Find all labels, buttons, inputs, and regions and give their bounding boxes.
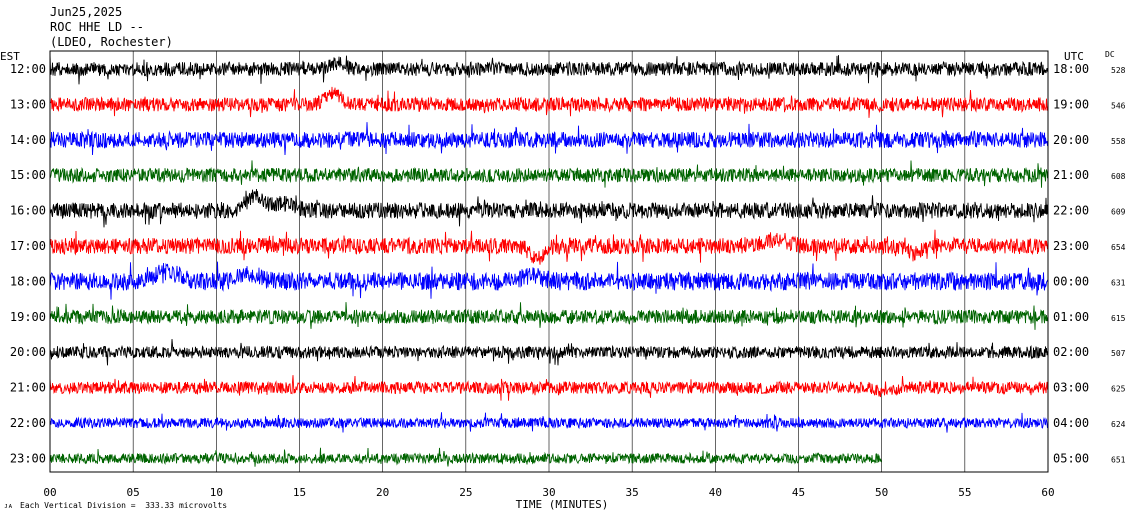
station-label: ROC HHE LD -- <box>50 20 144 34</box>
utc-hour-label-11: 05:00 <box>1053 451 1089 465</box>
dc-value-7: 615 <box>1111 314 1126 323</box>
x-tick-label-40: 40 <box>709 486 722 499</box>
time-grid <box>49 51 1049 472</box>
x-axis-title: TIME (MINUTES) <box>516 498 609 511</box>
trace-1600 <box>49 188 1049 228</box>
x-tick-label-05: 05 <box>127 486 140 499</box>
est-hour-label-5: 17:00 <box>10 239 46 253</box>
trace-1500 <box>49 160 1049 188</box>
dc-column-label: DC <box>1105 50 1115 59</box>
est-hour-label-2: 14:00 <box>10 133 46 147</box>
utc-hour-label-10: 04:00 <box>1053 416 1089 430</box>
est-hour-label-9: 21:00 <box>10 381 46 395</box>
plot-frame <box>49 50 1049 473</box>
utc-hour-label-9: 03:00 <box>1053 381 1089 395</box>
trace-1900 <box>49 302 1048 330</box>
trace-group <box>49 54 1049 467</box>
est-hour-label-1: 13:00 <box>10 97 46 111</box>
x-tick-label-15: 15 <box>293 486 306 499</box>
x-tick-label-55: 55 <box>958 486 971 499</box>
dc-value-2: 558 <box>1111 137 1126 146</box>
trace-2000 <box>49 339 1049 366</box>
utc-hour-label-6: 00:00 <box>1053 274 1089 288</box>
utc-hour-label-4: 22:00 <box>1053 204 1089 218</box>
dc-value-1: 546 <box>1111 101 1126 110</box>
trace-1400 <box>49 122 1049 156</box>
x-tick-label-10: 10 <box>210 486 223 499</box>
network-label: (LDEO, Rochester) <box>50 35 173 49</box>
dc-value-4: 609 <box>1111 208 1126 217</box>
dc-value-8: 507 <box>1111 349 1126 358</box>
x-tick-label-45: 45 <box>792 486 805 499</box>
footnote-icon: ᴊᴀ <box>4 502 12 510</box>
trace-2100 <box>49 375 1049 401</box>
utc-hour-label-5: 23:00 <box>1053 239 1089 253</box>
utc-hour-label-8: 02:00 <box>1053 345 1089 359</box>
utc-hour-label-2: 20:00 <box>1053 133 1089 147</box>
trace-1800 <box>49 261 1049 300</box>
utc-hour-label-1: 19:00 <box>1053 97 1089 111</box>
x-tick-label-30: 30 <box>542 486 555 499</box>
dc-value-5: 654 <box>1111 243 1126 252</box>
trace-1300 <box>49 86 1049 118</box>
utc-hour-label-0: 18:00 <box>1053 62 1089 76</box>
est-hour-label-8: 20:00 <box>10 345 46 359</box>
est-hour-label-7: 19:00 <box>10 310 46 324</box>
scale-footnote: Each Vertical Division = 333.33 microvol… <box>20 501 227 510</box>
est-axis-label: EST <box>0 50 20 63</box>
x-tick-label-50: 50 <box>875 486 888 499</box>
utc-hour-label-3: 21:00 <box>1053 168 1089 182</box>
date-label: Jun25,2025 <box>50 5 122 19</box>
trace-1200 <box>49 54 1049 85</box>
dc-value-0: 528 <box>1111 66 1126 75</box>
dc-value-9: 625 <box>1111 385 1126 394</box>
utc-axis-label: UTC <box>1064 50 1084 63</box>
dc-value-6: 631 <box>1111 278 1126 287</box>
x-tick-label-00: 00 <box>43 486 56 499</box>
est-hour-label-0: 12:00 <box>10 62 46 76</box>
axis-labels: 00 05 10 15 20 25 30 35 40 45 50 55 60 12:00 18:00 528 1… <box>10 62 1126 499</box>
trace-1700 <box>49 229 1049 265</box>
est-hour-label-3: 15:00 <box>10 168 46 182</box>
est-hour-label-11: 23:00 <box>10 451 46 465</box>
x-tick-label-20: 20 <box>376 486 389 499</box>
utc-hour-label-7: 01:00 <box>1053 310 1089 324</box>
dc-value-11: 651 <box>1111 455 1126 464</box>
x-tick-label-35: 35 <box>626 486 639 499</box>
x-tick-label-25: 25 <box>459 486 472 499</box>
dc-value-3: 608 <box>1111 172 1126 181</box>
dc-value-10: 624 <box>1111 420 1126 429</box>
trace-2200 <box>49 412 1049 433</box>
trace-2300 <box>49 447 882 467</box>
est-hour-label-4: 16:00 <box>10 204 46 218</box>
est-hour-label-10: 22:00 <box>10 416 46 430</box>
est-hour-label-6: 18:00 <box>10 274 46 288</box>
x-tick-label-60: 60 <box>1041 486 1054 499</box>
